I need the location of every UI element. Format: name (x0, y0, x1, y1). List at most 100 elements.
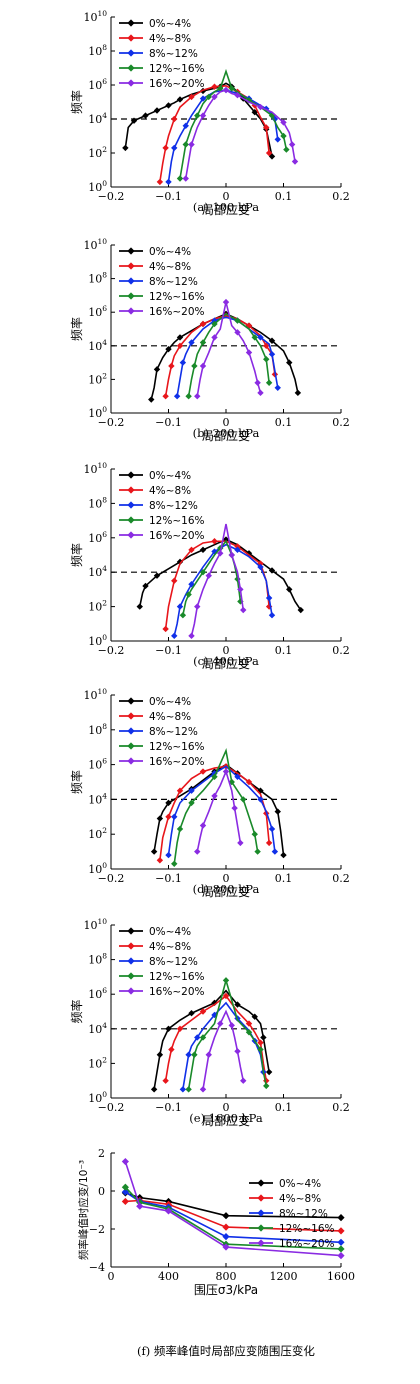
x-tick-label: 0 (223, 1101, 230, 1114)
x-tick-label: −0.2 (98, 872, 125, 885)
data-point (240, 1077, 247, 1084)
x-tick-label: 0.1 (275, 416, 293, 429)
data-point (245, 778, 253, 786)
data-point (162, 393, 169, 400)
data-point (127, 486, 135, 494)
y-tick-label: 0 (98, 1185, 105, 1198)
y-tick-label: 1010 (83, 237, 107, 252)
x-tick-label: 0.2 (332, 416, 350, 429)
data-point (179, 612, 187, 619)
data-point (199, 1034, 207, 1041)
data-point (185, 1051, 192, 1058)
data-point (222, 298, 230, 306)
data-point (222, 1223, 230, 1231)
data-point (257, 1224, 265, 1232)
data-point (228, 1022, 235, 1029)
data-point (265, 839, 273, 847)
series-4 (188, 523, 247, 640)
y-tick-label: 1010 (83, 917, 107, 932)
data-point (234, 575, 241, 583)
data-point (271, 848, 279, 855)
x-tick-label: −0.1 (155, 1101, 182, 1114)
series-line (124, 82, 273, 157)
x-tick-label: −0.1 (155, 190, 182, 203)
y-axis-label: 频率 (69, 770, 84, 794)
data-point (217, 85, 224, 92)
y-tick-label: 100 (88, 179, 107, 194)
data-point (199, 546, 207, 554)
y-tick-label: 102 (88, 1055, 107, 1070)
data-point (257, 1039, 264, 1046)
data-point (188, 632, 195, 640)
legend: 0%~4% 4%~8% 8%~12% 12%~16% 16%~20% (119, 696, 204, 768)
x-tick-label: 0 (223, 190, 230, 203)
data-point (265, 594, 273, 602)
data-point (122, 144, 129, 152)
y-tick-label: 106 (88, 986, 107, 1001)
data-point (211, 770, 218, 777)
y-axis-label: 频率 (69, 999, 84, 1023)
data-point (268, 825, 276, 833)
x-tick-label: 0 (108, 1270, 115, 1283)
data-point (156, 178, 164, 186)
series-2 (165, 765, 279, 859)
data-point (199, 112, 207, 119)
data-point (199, 1008, 207, 1015)
data-point (211, 538, 218, 545)
data-point (257, 787, 264, 794)
data-point (205, 572, 212, 579)
data-point (337, 1214, 345, 1222)
y-tick-label: 102 (88, 599, 107, 614)
y-tick-label: 104 (88, 1021, 107, 1036)
series-1 (162, 538, 273, 633)
x-axis-label: 局部应变 (202, 428, 250, 443)
y-axis-label: 频率 (69, 543, 84, 567)
legend-label: 16%~20% (149, 756, 204, 768)
data-point (127, 712, 135, 720)
data-point (162, 625, 169, 633)
data-point (127, 742, 135, 750)
chart-panel-d: −0.2 −0.1 0 0.1 0.2 100 102 104 106 108 1010 局部应变 频率… (69, 687, 350, 899)
data-point (188, 1010, 195, 1017)
legend-label: 8%~12% (149, 726, 198, 738)
data-point (127, 19, 135, 27)
data-point (263, 356, 270, 363)
y-tick-label: 108 (88, 722, 107, 737)
data-point (234, 317, 241, 324)
data-point (194, 1034, 201, 1041)
y-tick-label: 1010 (83, 461, 107, 476)
data-point (188, 339, 195, 346)
data-point (211, 93, 218, 101)
series-4 (182, 86, 299, 182)
data-point (165, 102, 172, 109)
data-point (142, 112, 149, 119)
data-point (127, 757, 135, 765)
data-point (176, 342, 184, 349)
data-point (231, 804, 238, 812)
data-point (179, 1086, 187, 1093)
data-point (171, 115, 178, 123)
data-point (127, 64, 135, 72)
chart-panel-f: 0 400 800 1200 1600 −4 −2 0 2 围压σ3/kPa 频率峰值时应变/10⁻… (77, 1147, 355, 1358)
data-point (211, 773, 218, 780)
data-point (280, 132, 287, 140)
data-point (188, 141, 195, 148)
data-point (260, 1034, 267, 1041)
data-point (171, 632, 178, 640)
data-point (211, 548, 218, 555)
data-point (222, 1233, 230, 1241)
y-tick-label: 102 (88, 371, 107, 386)
data-point (222, 992, 230, 1000)
data-point (217, 550, 224, 557)
data-point (245, 550, 253, 557)
data-point (179, 359, 187, 366)
data-point (153, 572, 161, 579)
series-line (173, 543, 273, 637)
x-tick-label: 0.2 (332, 644, 350, 657)
data-point (237, 839, 244, 847)
data-point (263, 124, 270, 131)
data-point (127, 942, 135, 950)
data-point (176, 1025, 184, 1032)
y-tick-label: 106 (88, 77, 107, 92)
data-point (127, 49, 135, 57)
